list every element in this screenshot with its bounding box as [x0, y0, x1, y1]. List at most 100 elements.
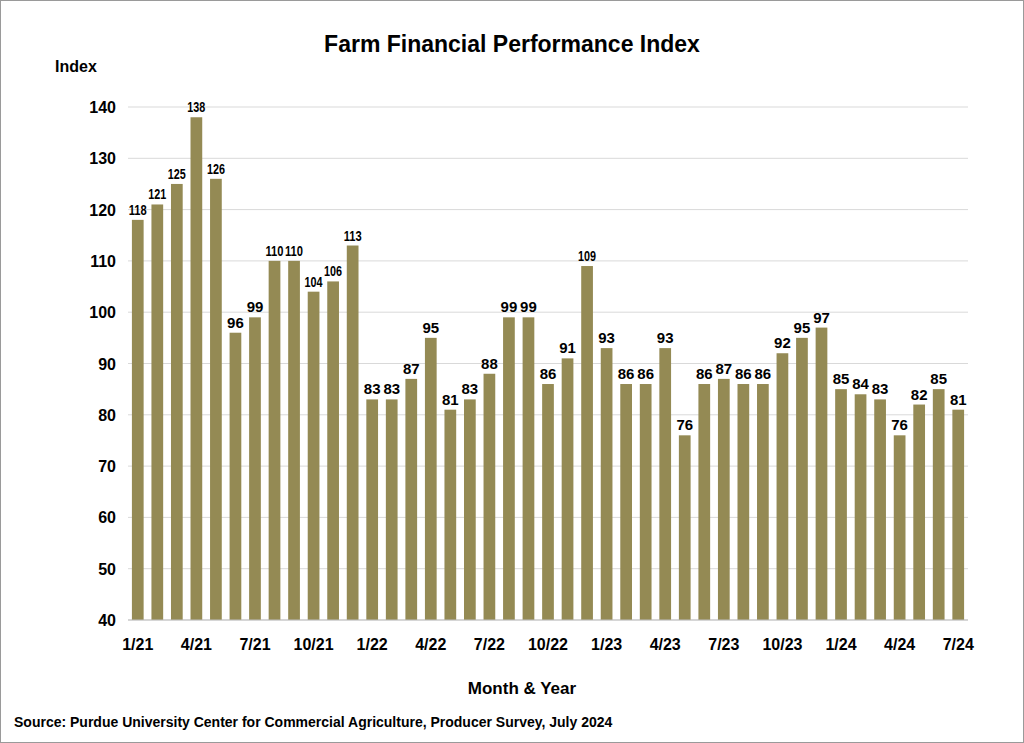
bar — [542, 384, 554, 620]
y-tick-label: 60 — [98, 509, 116, 526]
bar — [191, 117, 203, 620]
bar — [718, 379, 730, 620]
x-tick-label: 10/23 — [762, 636, 802, 653]
bar — [249, 317, 261, 620]
frame — [1, 1, 1024, 743]
data-label: 109 — [578, 247, 596, 264]
grid-line — [128, 209, 968, 210]
bar — [620, 384, 632, 620]
data-label: 86 — [540, 365, 557, 382]
data-label: 110 — [266, 242, 284, 259]
data-label: 84 — [852, 375, 869, 392]
bar — [405, 379, 417, 620]
data-label: 104 — [305, 273, 323, 290]
data-label: 86 — [696, 365, 713, 382]
bar — [386, 399, 398, 620]
x-tick-label: 7/24 — [943, 636, 974, 653]
data-label: 86 — [735, 365, 752, 382]
data-label: 83 — [462, 380, 479, 397]
grid-line — [128, 107, 968, 108]
x-tick-label: 7/22 — [474, 636, 505, 653]
data-label: 106 — [324, 262, 342, 279]
data-label: 113 — [344, 227, 362, 244]
data-label: 83 — [872, 380, 889, 397]
y-tick-label: 80 — [98, 407, 116, 424]
data-label: 97 — [813, 309, 830, 326]
data-label: 99 — [247, 298, 264, 315]
x-tick-label: 1/21 — [122, 636, 153, 653]
bar — [952, 410, 964, 620]
data-label: 86 — [618, 365, 635, 382]
bar — [366, 399, 378, 620]
data-label: 76 — [676, 416, 693, 433]
data-label: 126 — [207, 160, 225, 177]
x-tick-label: 10/21 — [294, 636, 334, 653]
bar — [132, 220, 144, 620]
bar — [816, 328, 828, 620]
bar — [737, 384, 749, 620]
source-note: Source: Purdue University Center for Com… — [14, 714, 613, 730]
bar — [308, 292, 320, 620]
data-label: 85 — [930, 370, 947, 387]
data-label: 88 — [481, 355, 498, 372]
bar — [913, 405, 925, 620]
bar — [503, 317, 515, 620]
data-label: 91 — [559, 339, 576, 356]
bar — [933, 389, 945, 620]
x-tick-label: 4/21 — [181, 636, 212, 653]
x-tick-label: 1/24 — [825, 636, 856, 653]
data-label: 95 — [794, 319, 811, 336]
grid-line — [128, 620, 968, 621]
data-label: 92 — [774, 334, 791, 351]
data-label: 83 — [364, 380, 381, 397]
data-label: 110 — [285, 242, 303, 259]
data-label: 87 — [403, 360, 420, 377]
bar — [269, 261, 281, 620]
data-label: 86 — [755, 365, 772, 382]
x-tick-label: 7/23 — [708, 636, 739, 653]
bar — [230, 333, 242, 620]
x-tick-label: 10/22 — [528, 636, 568, 653]
data-label: 81 — [950, 391, 967, 408]
grid-line — [128, 260, 968, 261]
y-tick-label: 110 — [90, 253, 116, 270]
data-label: 96 — [227, 314, 244, 331]
y-tick-label: 50 — [98, 561, 116, 578]
data-label: 83 — [383, 380, 400, 397]
data-label: 93 — [598, 329, 615, 346]
bar — [640, 384, 652, 620]
y-tick-label: 40 — [98, 612, 116, 629]
y-tick-label: 140 — [89, 99, 116, 116]
y-tick-label: 120 — [89, 202, 116, 219]
y-tick-label: 70 — [98, 458, 116, 475]
data-label: 86 — [637, 365, 654, 382]
bar — [659, 348, 671, 620]
data-label: 95 — [422, 319, 439, 336]
title: Farm Financial Performance Index — [324, 31, 700, 57]
grid-line — [128, 158, 968, 159]
bar — [464, 399, 476, 620]
bar — [523, 317, 535, 620]
y-tick-label: 100 — [89, 304, 116, 321]
chart-container: 4050607080901001101201301401181211251381… — [0, 0, 1024, 743]
bar — [484, 374, 496, 620]
bar — [894, 435, 906, 620]
bar — [288, 261, 300, 620]
data-label: 118 — [129, 201, 147, 218]
data-label: 138 — [187, 98, 205, 115]
x-axis-line — [128, 620, 968, 621]
bar — [601, 348, 613, 620]
data-label: 76 — [891, 416, 908, 433]
bar — [698, 384, 710, 620]
y-axis-title: Index — [55, 58, 97, 75]
bar — [425, 338, 437, 620]
bars — [132, 117, 964, 620]
bar — [835, 389, 847, 620]
data-label: 93 — [657, 329, 674, 346]
chart: 4050607080901001101201301401181211251381… — [0, 0, 1024, 743]
bar — [210, 179, 222, 620]
bar — [855, 394, 867, 620]
data-label: 99 — [520, 298, 537, 315]
x-tick-label: 7/21 — [239, 636, 270, 653]
x-axis-title: Month & Year — [468, 679, 577, 698]
